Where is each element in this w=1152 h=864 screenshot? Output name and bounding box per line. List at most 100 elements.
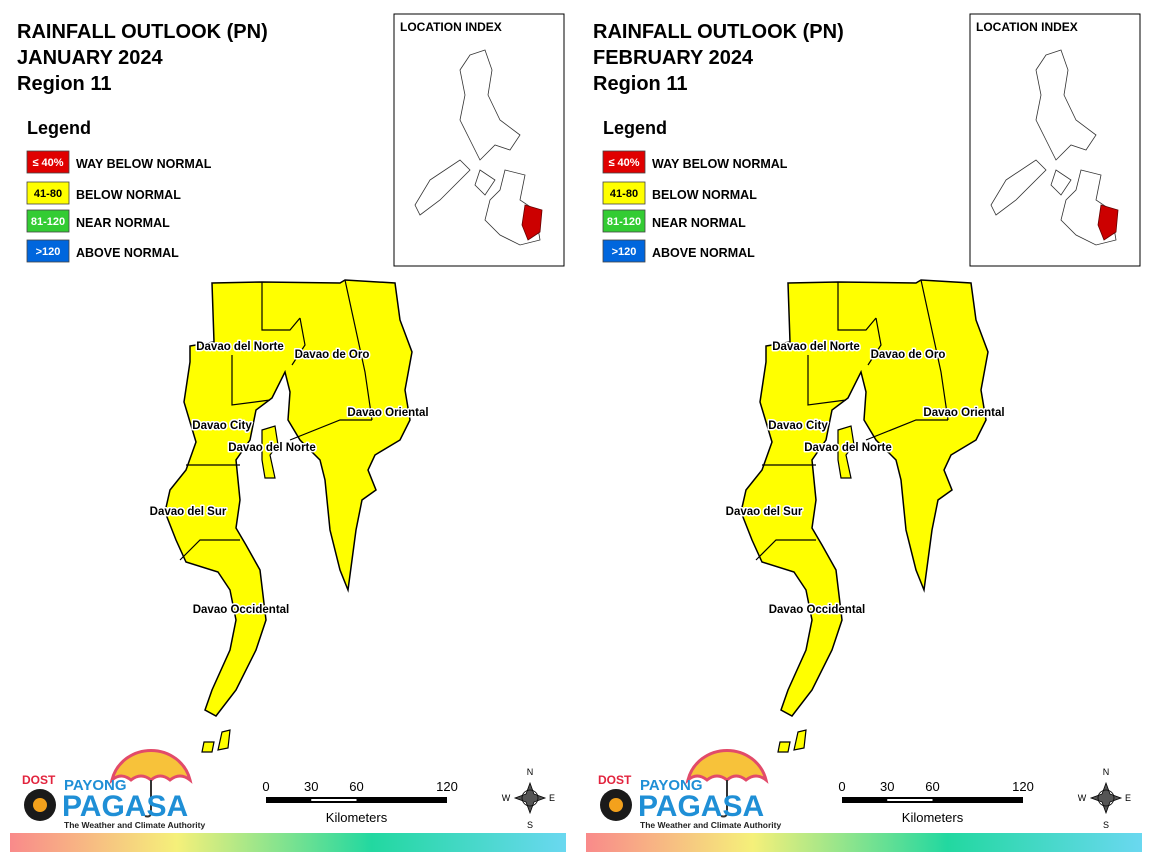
region-map [740, 279, 989, 717]
province-label: Davao Occidental [769, 604, 866, 616]
legend-label: WAY BELOW NORMAL [652, 157, 788, 171]
scale-tick-label: 30 [304, 779, 318, 794]
scale-segment [887, 799, 933, 801]
legend-swatch-label: >120 [36, 246, 61, 258]
scale-tick-label: 30 [880, 779, 894, 794]
panel-title: Region 11 [17, 73, 111, 95]
province-label: Davao Occidental [193, 604, 290, 616]
logo-tagline: The Weather and Climate Authority [64, 820, 205, 830]
province-label: Davao City [768, 420, 828, 432]
legend-swatch [26, 181, 70, 205]
compass-ring [1097, 789, 1115, 807]
dost-core [609, 798, 623, 812]
province-border [865, 419, 948, 441]
scale-tick-label: 0 [838, 779, 845, 794]
logo-brand: PAYONG [64, 777, 127, 794]
province-label: Davao del Norte [228, 442, 316, 454]
scale-unit: Kilometers [902, 810, 964, 825]
legend-swatch [26, 209, 70, 233]
compass-ring [521, 789, 539, 807]
scale-tick-label: 0 [262, 779, 269, 794]
legend-swatch-label: ≤ 40% [608, 157, 639, 169]
logo-agency: DOST [22, 773, 56, 787]
legend-swatch [602, 209, 646, 233]
dost-core [33, 798, 47, 812]
legend-title: Legend [27, 118, 91, 138]
island [261, 425, 279, 479]
province-border [289, 419, 372, 441]
province-border [291, 317, 306, 366]
logo-agency: DOST [598, 773, 632, 787]
scale-segment [311, 799, 357, 801]
umbrella-handle [144, 780, 152, 818]
logo-name: PAGASA [638, 790, 764, 823]
legend-swatch-label: ≤ 40% [32, 157, 63, 169]
province-border [807, 355, 847, 406]
panel-title: Region 11 [593, 73, 687, 95]
legend-swatch [26, 150, 70, 174]
scale-tick-label: 60 [349, 779, 363, 794]
province-border [837, 282, 877, 331]
philippines-outline [990, 49, 1117, 246]
color-band [586, 833, 1142, 852]
umbrella [685, 749, 769, 785]
province-label: Davao del Sur [726, 506, 803, 518]
legend-label: NEAR NORMAL [652, 216, 746, 230]
province-label: Davao Oriental [347, 407, 428, 419]
logo-brand: PAYONG [640, 777, 703, 794]
island [201, 729, 231, 753]
legend-swatch-label: >120 [612, 246, 637, 258]
legend-swatch-label: 41-80 [610, 188, 638, 200]
legend-swatch-label: 81-120 [31, 216, 65, 228]
region-highlight [1097, 204, 1119, 241]
compass-e: E [1125, 793, 1131, 803]
outlook-panel: RAINFALL OUTLOOK (PN) JANUARY 2024 Region … [10, 13, 566, 852]
province-border [755, 539, 816, 561]
compass-s: S [1103, 820, 1109, 830]
compass-rose [513, 781, 547, 815]
legend-swatch [602, 181, 646, 205]
panel-title: FEBRUARY 2024 [593, 47, 754, 69]
province-label: Davao de Oro [295, 349, 370, 361]
island [837, 425, 855, 479]
province-label: Davao del Norte [804, 442, 892, 454]
location-index-title: LOCATION INDEX [400, 20, 502, 34]
province-border [920, 279, 949, 421]
legend-title: Legend [603, 118, 667, 138]
region-highlight [521, 204, 543, 241]
compass-n: N [1103, 767, 1110, 777]
scale-unit: Kilometers [326, 810, 388, 825]
legend-label: ABOVE NORMAL [652, 246, 755, 260]
location-index-title: LOCATION INDEX [976, 20, 1078, 34]
scale-tick-label: 120 [436, 779, 458, 794]
province-border [261, 282, 301, 331]
province-border [231, 355, 271, 406]
province-border [179, 539, 240, 561]
compass-rose [1089, 781, 1123, 815]
compass-n: N [527, 767, 534, 777]
scale-tick-label: 120 [1012, 779, 1034, 794]
region-map [164, 279, 413, 717]
legend-label: WAY BELOW NORMAL [76, 157, 212, 171]
province-label: Davao Oriental [923, 407, 1004, 419]
province-label: Davao del Norte [772, 341, 860, 353]
panel-title: RAINFALL OUTLOOK (PN) [593, 21, 844, 43]
compass-e: E [549, 793, 555, 803]
island [777, 729, 807, 753]
legend-label: BELOW NORMAL [652, 188, 757, 202]
umbrella [109, 749, 193, 785]
compass-s: S [527, 820, 533, 830]
logo-name: PAGASA [62, 790, 188, 823]
philippines-outline [414, 49, 541, 246]
legend-label: BELOW NORMAL [76, 188, 181, 202]
province-border [344, 279, 373, 421]
outlook-panel: RAINFALL OUTLOOK (PN) FEBRUARY 2024 Region… [586, 13, 1142, 852]
scale-tick-label: 60 [925, 779, 939, 794]
logo-tagline: The Weather and Climate Authority [640, 820, 781, 830]
compass-w: W [502, 793, 511, 803]
province-label: Davao del Sur [150, 506, 227, 518]
legend-swatch [602, 150, 646, 174]
panel-title: JANUARY 2024 [17, 47, 164, 69]
